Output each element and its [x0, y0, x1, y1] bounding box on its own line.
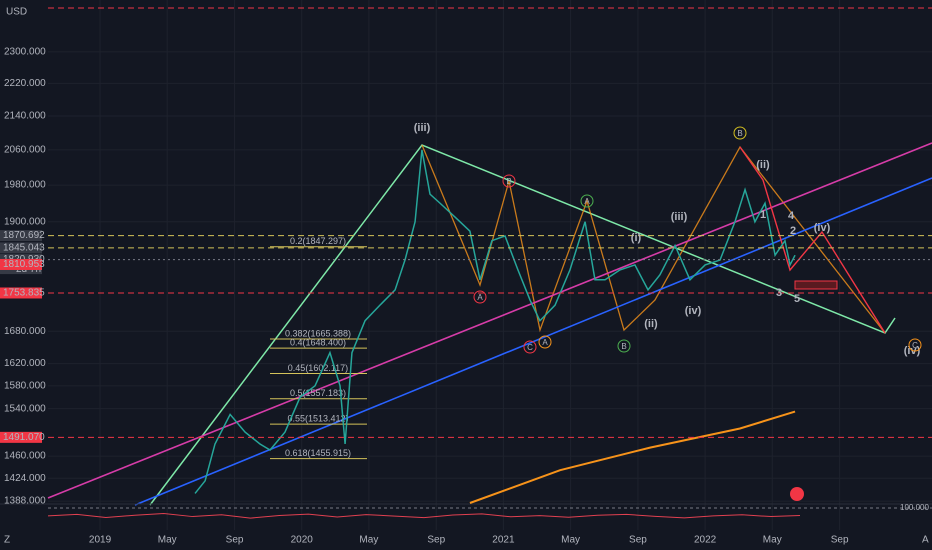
price-tag: [0, 287, 42, 299]
wave-marker-label: A: [584, 197, 590, 206]
wave-marker: [538, 335, 552, 349]
wave-marker: [733, 126, 747, 140]
wave-marker-label: B: [621, 342, 626, 351]
wave-label: (iv): [904, 345, 921, 357]
wave-label: 3: [776, 287, 782, 299]
x-tick-label: Sep: [831, 535, 849, 546]
currency: USD: [6, 7, 27, 18]
price-tag-label: 1810.953: [3, 259, 45, 270]
wave-label: (iv): [685, 305, 702, 317]
channel-line: [47, 142, 932, 499]
price-tag: [0, 230, 42, 242]
y-tick-label: 1460.000: [4, 451, 46, 462]
wave-marker: [908, 338, 922, 352]
wave-marker-label: A: [542, 338, 548, 347]
wave-marker-label: C: [912, 341, 918, 350]
y-tick-label: 2140.000: [4, 111, 46, 122]
rsi-line: [47, 512, 801, 519]
moving-average: [469, 410, 796, 504]
fib-label: 0.45(1602.117): [288, 363, 348, 373]
y-tick-label: 1388.000: [4, 496, 46, 507]
price-tag-label: 1491.070: [3, 432, 45, 443]
x-tick-label: May: [158, 535, 177, 546]
price-tag-label: 1845.043: [3, 243, 45, 254]
price-tag: [0, 258, 42, 270]
wave-marker: [502, 174, 516, 188]
y-tick-label: 1680.000: [4, 326, 46, 337]
wave-label: (iv): [814, 222, 831, 234]
wave-label: (iii): [671, 211, 688, 223]
price-line: [194, 149, 796, 494]
fib-label: 0.382(1665.388): [285, 328, 351, 338]
y-tick-label: 2300.000: [4, 46, 46, 57]
wave-marker-label: B: [506, 177, 511, 186]
y-tick-label: 2060.000: [4, 144, 46, 155]
wave-label: 4: [788, 210, 795, 222]
wave-line: [739, 146, 886, 334]
wave-marker: [580, 194, 594, 208]
target-box: [794, 280, 838, 290]
wave-marker: [473, 290, 487, 304]
trend-line: [149, 144, 896, 506]
wave-label: (i): [631, 232, 642, 244]
x-tick-label: 2021: [492, 535, 515, 546]
rsi-level-label: 100.000: [900, 503, 929, 512]
fib-label: 0.618(1455.915): [285, 448, 351, 458]
wave-marker-label: C: [527, 343, 533, 352]
price-tag: [0, 431, 42, 443]
x-tick-label: Sep: [427, 535, 445, 546]
price-tag-label: 1753.835: [3, 288, 45, 299]
grid: [48, 0, 932, 530]
x-tick-label: 2022: [694, 535, 717, 546]
price-tag: [0, 242, 42, 254]
wave-label: (ii): [756, 159, 770, 171]
x-tick-label: May: [763, 535, 782, 546]
x-tick-label: May: [359, 535, 378, 546]
wave-label: 2: [790, 225, 796, 237]
time-axis: [0, 530, 932, 550]
fib-label: 0.4(1648.400): [290, 338, 346, 348]
y-tick-label: 1424.000: [4, 473, 46, 484]
fib-label: 0.55(1513.412): [287, 414, 348, 424]
wave-marker: [617, 339, 631, 353]
y-tick-label: 1980.000: [4, 180, 46, 191]
wave-marker: [523, 340, 537, 354]
channel-line: [134, 177, 932, 506]
wave-marker-label: B: [737, 129, 742, 138]
y-tick-label: 1580.000: [4, 380, 46, 391]
icon: Z: [4, 535, 10, 546]
x-tick-label: May: [561, 535, 580, 546]
wave-label: 1: [760, 209, 766, 221]
x-tick-label: 2020: [291, 535, 314, 546]
x-tick-label: Sep: [226, 535, 244, 546]
wave-label: 5: [794, 293, 800, 305]
wave-label: (iii): [414, 122, 431, 134]
y-tick-label: 1620.000: [4, 358, 46, 369]
y-tick-label: 2220.000: [4, 78, 46, 89]
wave-label: (ii): [644, 318, 658, 330]
fib-label: 0.5(1557.183): [290, 388, 346, 398]
y-tick-label: 1540.000: [4, 403, 46, 414]
fib-label: 0.2(1847.297): [290, 236, 346, 246]
wave-marker-label: A: [477, 293, 483, 302]
x-tick-label: 2019: [89, 535, 112, 546]
x-tick-label: Sep: [629, 535, 647, 546]
icon: A: [922, 535, 929, 546]
event-icon: [790, 487, 804, 501]
y-tick-label: 1900.000: [4, 216, 46, 227]
price-tag-label: 1870.692: [3, 230, 45, 241]
